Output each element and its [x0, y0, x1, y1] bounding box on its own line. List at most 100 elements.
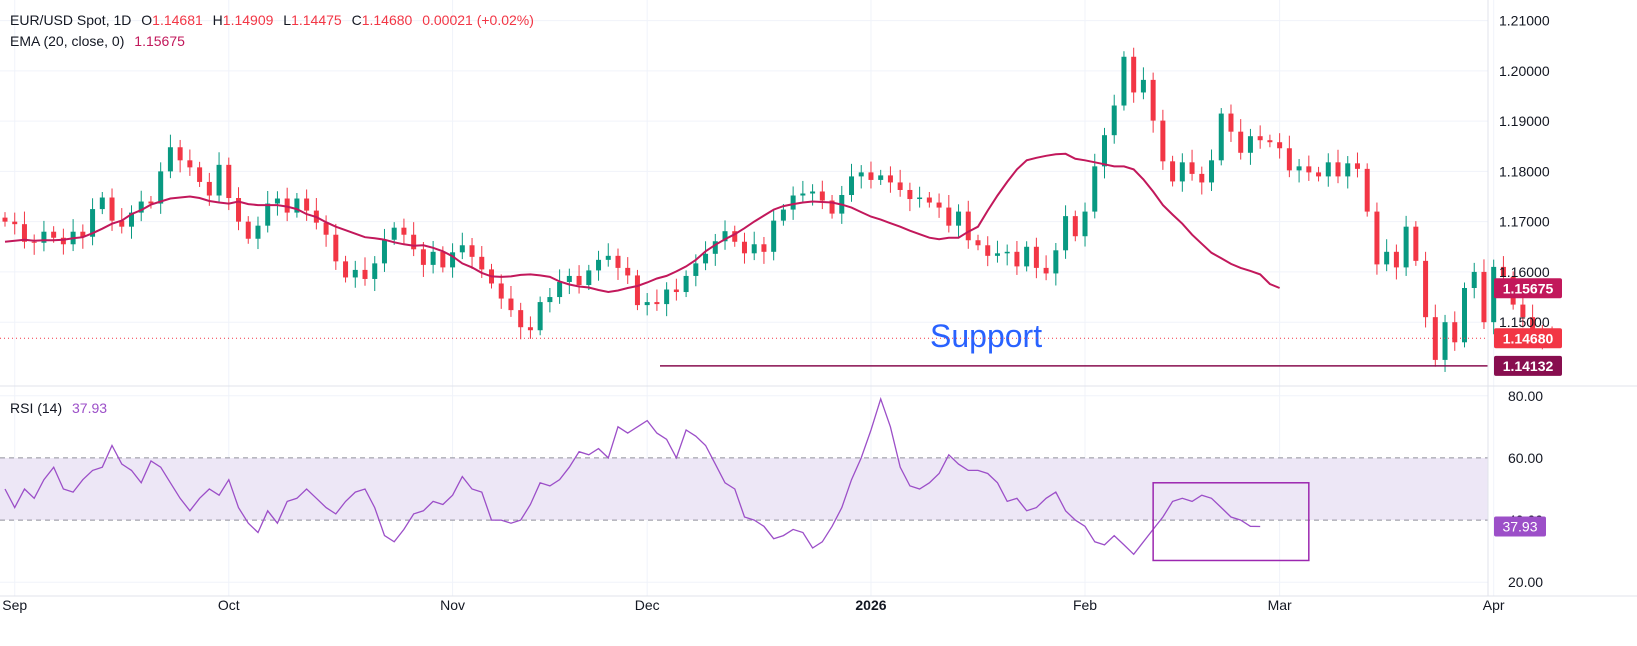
candle-body [372, 263, 378, 279]
candle-body [751, 244, 757, 254]
close-value: 1.14680 [361, 12, 413, 28]
candles [2, 47, 1555, 372]
candle-body [158, 171, 164, 204]
price-tick-label: 1.20000 [1499, 63, 1550, 79]
candle-body [1277, 142, 1283, 149]
rsi-value: 37.93 [72, 400, 108, 416]
candle-body [800, 193, 806, 196]
candle-body [304, 198, 310, 211]
ema-legend: EMA (20, close, 0) 1.15675 [10, 33, 185, 49]
time-tick-label: Nov [440, 597, 465, 613]
rsi-badge-bg [1494, 516, 1546, 537]
candle-body [1403, 226, 1409, 268]
candle-body [128, 212, 134, 227]
candle-body [1140, 79, 1146, 93]
candle-body [362, 269, 368, 279]
candle-body [858, 172, 864, 177]
candle-body [761, 244, 767, 252]
candle-body [576, 275, 582, 285]
candle-body [109, 197, 115, 221]
candle-body [479, 256, 485, 270]
candle-body [878, 175, 884, 180]
candle-body [381, 239, 387, 264]
candle-body [391, 227, 397, 240]
candle-body [274, 198, 280, 204]
candle-body [1452, 322, 1458, 343]
candle-body [1354, 163, 1360, 169]
candle-body [1335, 162, 1341, 177]
support-label: Support [930, 318, 1042, 354]
candle-body [829, 200, 835, 214]
candle-body [401, 227, 407, 235]
candle-body [1024, 246, 1030, 267]
candle-body [333, 234, 339, 262]
candle-body [177, 147, 183, 161]
ema-label[interactable]: EMA (20, close, 0) [10, 33, 125, 49]
candle-body [41, 231, 47, 243]
symbol-title[interactable]: EUR/USD Spot, 1D [10, 12, 132, 28]
candle-body [1121, 56, 1127, 106]
candle-body [926, 197, 932, 203]
candle-body [167, 147, 173, 172]
price-tick-label: 1.19000 [1499, 113, 1550, 129]
candle-body [430, 251, 436, 265]
candle-body [1374, 211, 1380, 265]
rsi-pane [0, 396, 1488, 562]
ema-20-line [4, 152, 1280, 294]
candle-body [255, 225, 261, 239]
candle-body [518, 310, 524, 328]
candle-body [236, 198, 242, 222]
low-value: 1.14475 [291, 12, 342, 28]
candle-body [985, 245, 991, 256]
candle-body [80, 231, 86, 237]
axes: 1.21000 1.20000 1.19000 1.18000 1.17000 1.160… [0, 0, 1637, 613]
candle-body [323, 222, 329, 235]
candle-body [790, 195, 796, 210]
candle-body [1218, 113, 1224, 161]
ema-value: 1.15675 [134, 33, 185, 49]
candle-body [1442, 322, 1448, 360]
candle-body [138, 201, 144, 213]
candle-body [1286, 148, 1292, 171]
candle-body [586, 270, 592, 285]
rsi-label[interactable]: RSI (14) [10, 400, 63, 416]
candle-body [1189, 162, 1195, 174]
candle-body [1014, 251, 1020, 267]
candle-body [1267, 140, 1273, 143]
candle-body [440, 251, 446, 268]
rsi-legend: RSI (14) 37.93 [10, 400, 107, 416]
candle-body [712, 241, 718, 254]
candle-body [1238, 131, 1244, 153]
candle-body [245, 221, 251, 239]
candle-body [819, 191, 825, 201]
candle-body [810, 191, 816, 194]
candle-body [31, 241, 37, 243]
annotations: Support [0, 318, 1488, 367]
candle-body [537, 302, 543, 331]
candle-body [1393, 251, 1399, 268]
low-label: L [283, 12, 292, 28]
close-price-badge: 1.14680 [1503, 330, 1554, 346]
rsi-tick-label: 80.00 [1508, 388, 1543, 404]
candle-body [596, 259, 602, 271]
candle-body [1004, 251, 1010, 254]
price-tick-label: 1.21000 [1499, 13, 1550, 29]
price-tick-label: 1.17000 [1499, 214, 1550, 230]
candle-body [693, 263, 699, 276]
candle-body [1432, 317, 1438, 360]
rsi-tick-label: 20.00 [1508, 574, 1543, 590]
time-tick-label: Mar [1268, 597, 1292, 613]
candle-body [1491, 266, 1497, 323]
time-tick-label: Sep [2, 597, 27, 613]
candle-body [917, 197, 923, 200]
candle-body [1296, 166, 1302, 171]
candle-body [1325, 162, 1331, 177]
candle-body [780, 209, 786, 221]
candle-body [771, 220, 777, 252]
time-tick-label: Oct [218, 597, 240, 613]
high-label: H [212, 12, 223, 28]
candle-body [1150, 79, 1156, 121]
ema-line [4, 152, 1280, 294]
price-tick-label: 1.16000 [1499, 264, 1550, 280]
